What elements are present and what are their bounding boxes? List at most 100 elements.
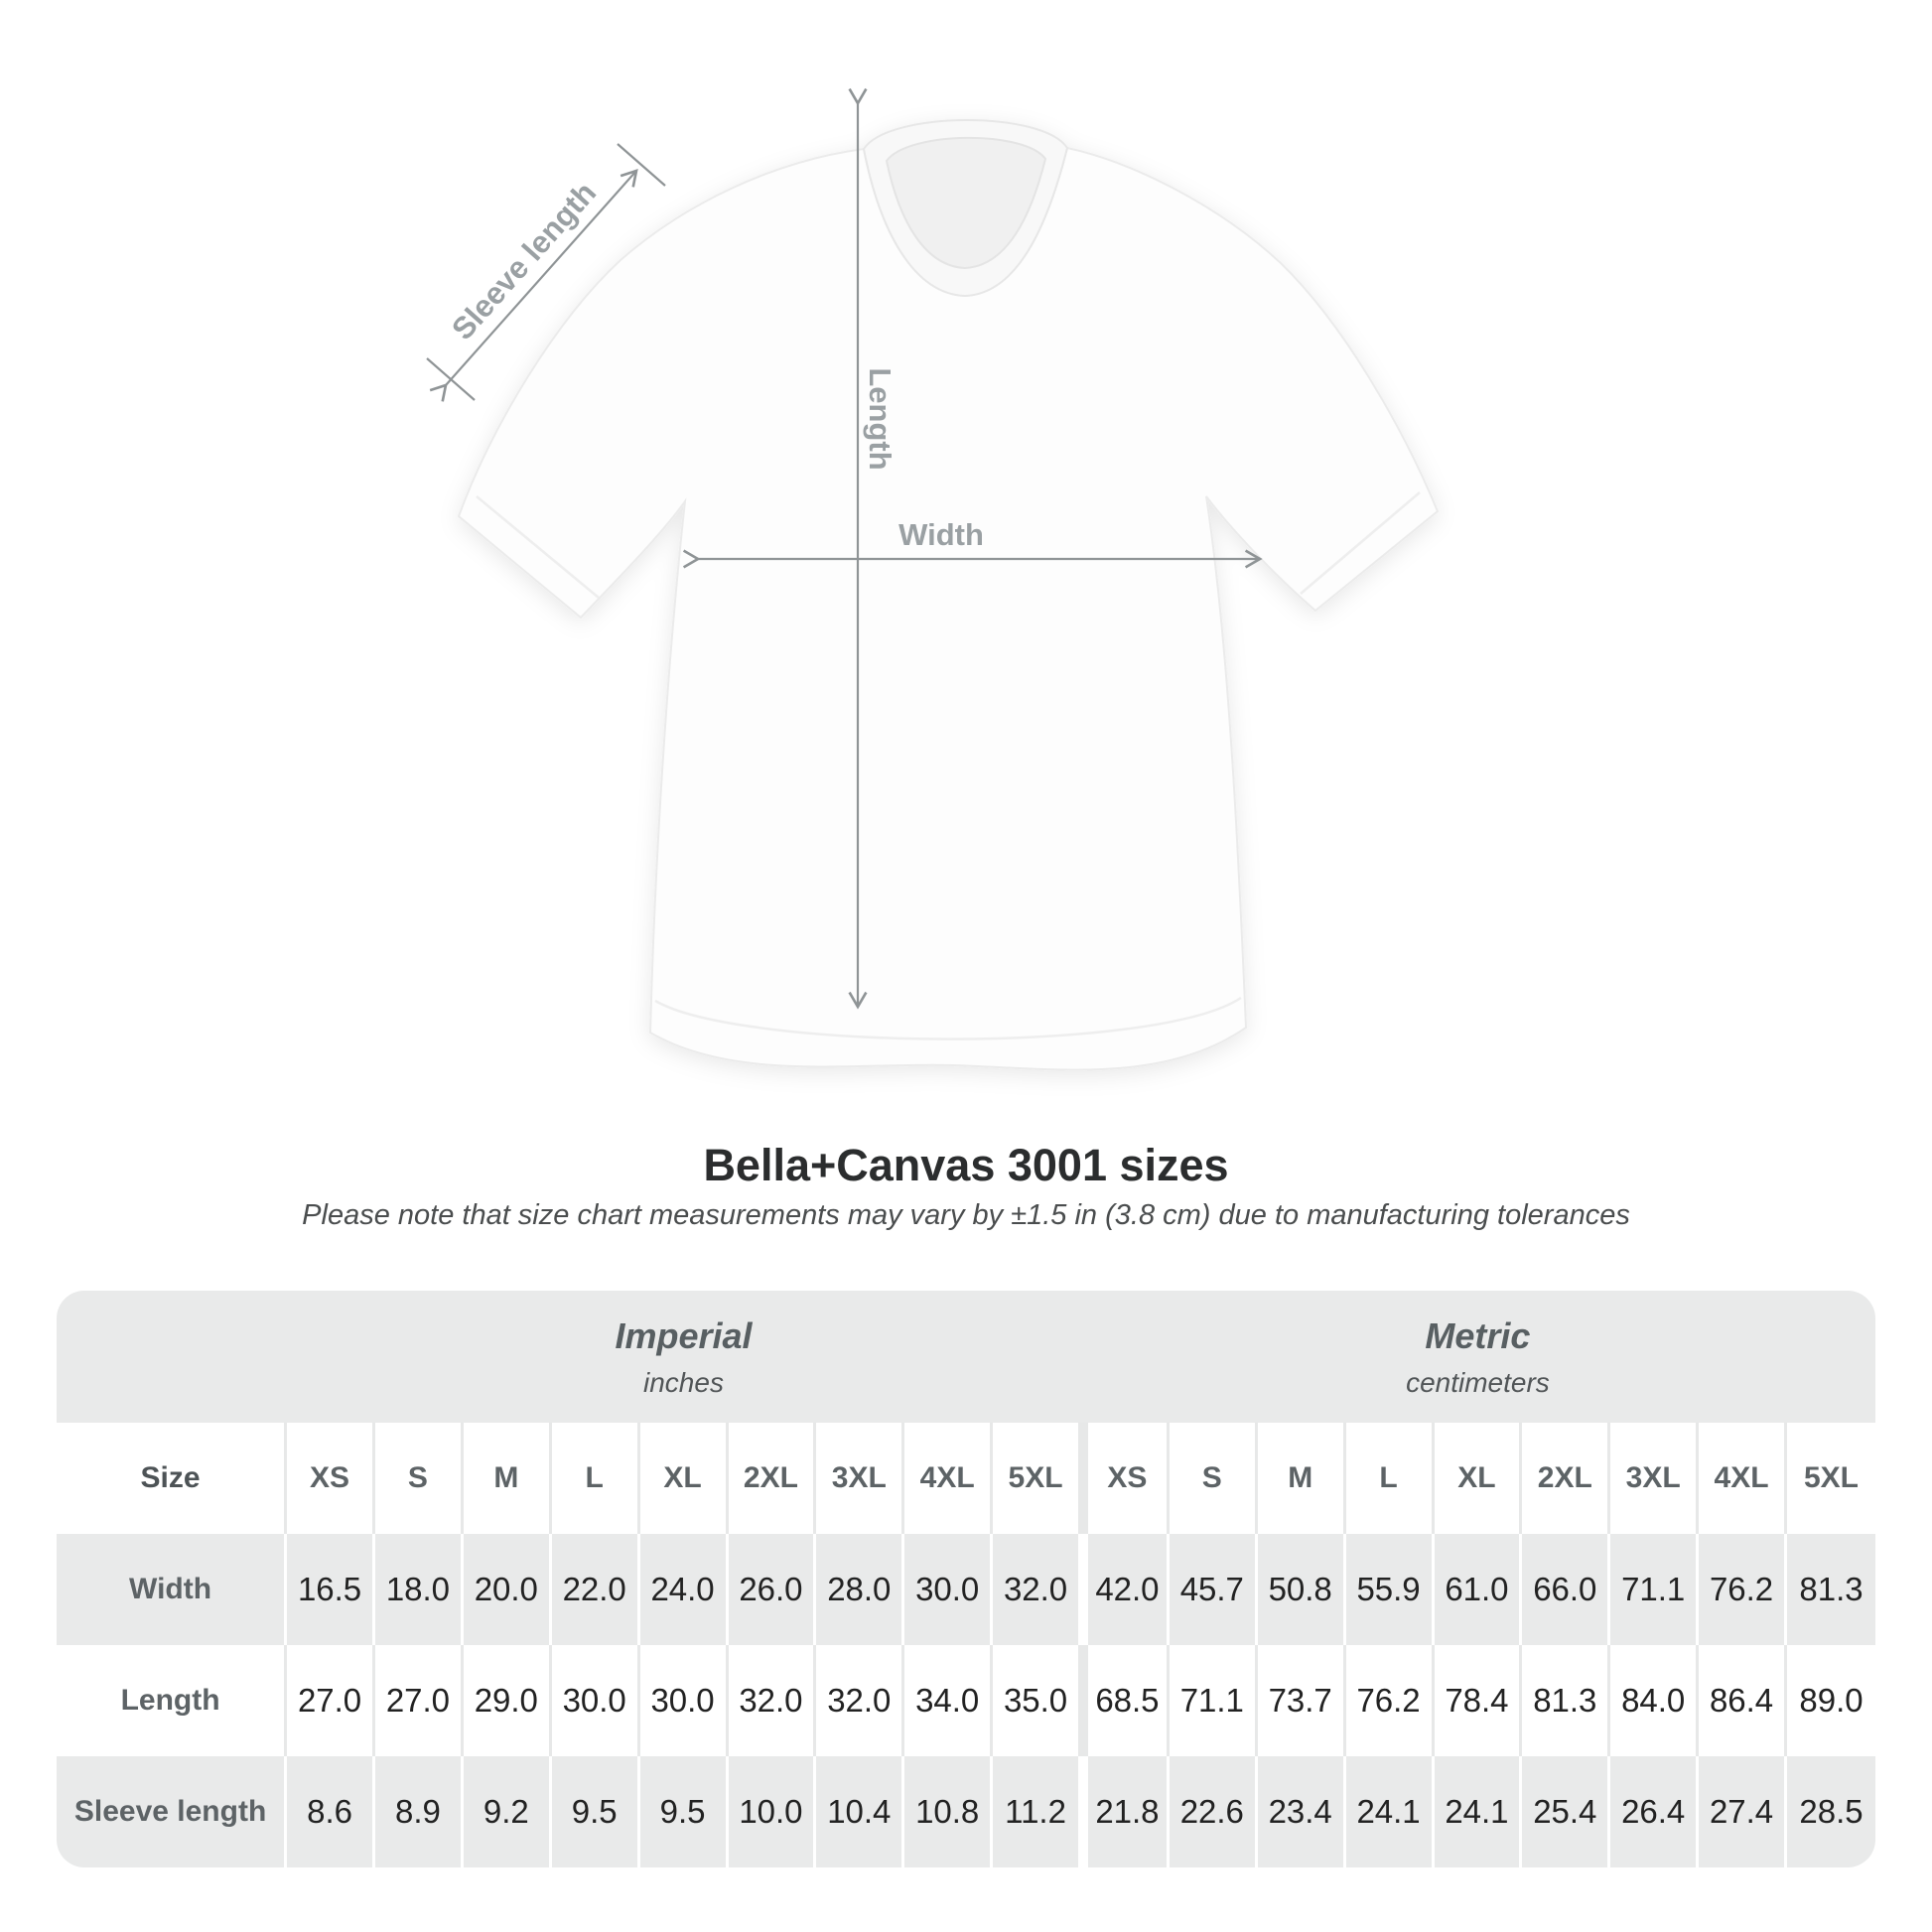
size-table: Imperial inches Metric centimeters Size … (57, 1291, 1875, 1867)
imperial-section-header: Imperial inches (287, 1291, 1080, 1423)
imperial-unit: inches (643, 1366, 724, 1398)
metric-section-header: Metric centimeters (1080, 1291, 1875, 1423)
value-cell: 30.0 (639, 1645, 729, 1756)
hem-seam (654, 996, 1242, 1040)
value-cell: 24.1 (1345, 1756, 1435, 1867)
value-cell: 89.0 (1787, 1645, 1875, 1756)
value-cell: 23.4 (1257, 1756, 1346, 1867)
size-header-row: Size XS S M L XL 2XL 3XL 4XL 5XL XS S M … (57, 1423, 1875, 1534)
value-cell: 29.0 (463, 1645, 552, 1756)
metric-size-xs: XS (1081, 1423, 1170, 1534)
value-cell: 26.0 (728, 1534, 817, 1645)
value-cell: 25.4 (1522, 1756, 1611, 1867)
collar-opening (885, 136, 1047, 270)
imperial-size-xs: XS (287, 1423, 375, 1534)
value-cell: 27.4 (1699, 1756, 1787, 1867)
value-cell: 8.9 (375, 1756, 464, 1867)
tolerance-note: Please note that size chart measurements… (302, 1199, 1630, 1231)
size-table-grid: Size XS S M L XL 2XL 3XL 4XL 5XL XS S M … (57, 1423, 1875, 1867)
value-cell: 8.6 (287, 1756, 375, 1867)
metric-size-4xl: 4XL (1699, 1423, 1787, 1534)
width-label: Width (898, 517, 984, 552)
value-cell: 68.5 (1081, 1645, 1170, 1756)
value-cell: 35.0 (993, 1645, 1081, 1756)
length-row-label: Length (57, 1645, 288, 1756)
value-cell: 76.2 (1345, 1645, 1435, 1756)
value-cell: 27.0 (287, 1645, 375, 1756)
value-cell: 24.0 (639, 1534, 729, 1645)
imperial-label: Imperial (615, 1314, 753, 1356)
value-cell: 78.4 (1434, 1645, 1523, 1756)
value-cell: 81.3 (1522, 1645, 1611, 1756)
value-cell: 71.1 (1169, 1645, 1258, 1756)
value-cell: 86.4 (1699, 1645, 1787, 1756)
metric-size-m: M (1257, 1423, 1346, 1534)
value-cell: 42.0 (1081, 1534, 1170, 1645)
value-cell: 61.0 (1434, 1534, 1523, 1645)
metric-size-s: S (1169, 1423, 1258, 1534)
metric-label: Metric (1425, 1314, 1531, 1356)
value-cell: 9.5 (639, 1756, 729, 1867)
value-cell: 22.6 (1169, 1756, 1258, 1867)
value-cell: 32.0 (993, 1534, 1081, 1645)
value-cell: 76.2 (1699, 1534, 1787, 1645)
sleeve-length-arrow (429, 169, 638, 402)
sleeve-end-tick (426, 357, 476, 401)
sleeve-row-label: Sleeve length (57, 1756, 288, 1867)
metric-size-2xl: 2XL (1522, 1423, 1611, 1534)
value-cell: 30.0 (551, 1645, 640, 1756)
value-cell: 55.9 (1345, 1534, 1435, 1645)
value-cell: 21.8 (1081, 1756, 1170, 1867)
metric-size-5xl: 5XL (1787, 1423, 1875, 1534)
sleeve-length-row: Sleeve length 8.6 8.9 9.2 9.5 9.5 10.0 1… (57, 1756, 1875, 1867)
width-row-label: Width (57, 1534, 288, 1645)
metric-size-xl: XL (1434, 1423, 1523, 1534)
imperial-size-xl: XL (639, 1423, 729, 1534)
imperial-size-3xl: 3XL (816, 1423, 905, 1534)
right-cuff-seam (1300, 491, 1421, 595)
tshirt-measurement-diagram: Sleeve length Length Width (426, 87, 1440, 1071)
value-cell: 32.0 (816, 1645, 905, 1756)
value-cell: 9.5 (551, 1756, 640, 1867)
sleeve-start-tick (617, 143, 666, 187)
value-cell: 16.5 (287, 1534, 375, 1645)
length-row: Length 27.0 27.0 29.0 30.0 30.0 32.0 32.… (57, 1645, 1875, 1756)
value-cell: 11.2 (993, 1756, 1081, 1867)
value-cell: 28.5 (1787, 1756, 1875, 1867)
imperial-size-4xl: 4XL (904, 1423, 994, 1534)
value-cell: 28.0 (816, 1534, 905, 1645)
value-cell: 34.0 (904, 1645, 994, 1756)
value-cell: 81.3 (1787, 1534, 1875, 1645)
imperial-size-s: S (375, 1423, 464, 1534)
metric-size-l: L (1345, 1423, 1435, 1534)
value-cell: 50.8 (1257, 1534, 1346, 1645)
value-cell: 27.0 (375, 1645, 464, 1756)
value-cell: 84.0 (1610, 1645, 1700, 1756)
metric-unit: centimeters (1406, 1366, 1550, 1398)
imperial-size-m: M (463, 1423, 552, 1534)
imperial-size-2xl: 2XL (728, 1423, 817, 1534)
value-cell: 10.8 (904, 1756, 994, 1867)
value-cell: 45.7 (1169, 1534, 1258, 1645)
value-cell: 30.0 (904, 1534, 994, 1645)
value-cell: 73.7 (1257, 1645, 1346, 1756)
tshirt-body (457, 146, 1440, 1071)
value-cell: 71.1 (1610, 1534, 1700, 1645)
value-cell: 18.0 (375, 1534, 464, 1645)
value-cell: 20.0 (463, 1534, 552, 1645)
value-cell: 26.4 (1610, 1756, 1700, 1867)
unit-header-band: Imperial inches Metric centimeters (57, 1291, 1875, 1423)
value-cell: 22.0 (551, 1534, 640, 1645)
width-row: Width 16.5 18.0 20.0 22.0 24.0 26.0 28.0… (57, 1534, 1875, 1645)
tshirt-graphic (457, 119, 1440, 1071)
band-spacer (57, 1291, 287, 1423)
value-cell: 24.1 (1434, 1756, 1523, 1867)
left-cuff-seam (476, 495, 600, 599)
imperial-size-l: L (551, 1423, 640, 1534)
value-cell: 10.0 (728, 1756, 817, 1867)
value-cell: 66.0 (1522, 1534, 1611, 1645)
length-label: Length (863, 367, 897, 470)
page-title: Bella+Canvas 3001 sizes (703, 1140, 1229, 1190)
value-cell: 9.2 (463, 1756, 552, 1867)
